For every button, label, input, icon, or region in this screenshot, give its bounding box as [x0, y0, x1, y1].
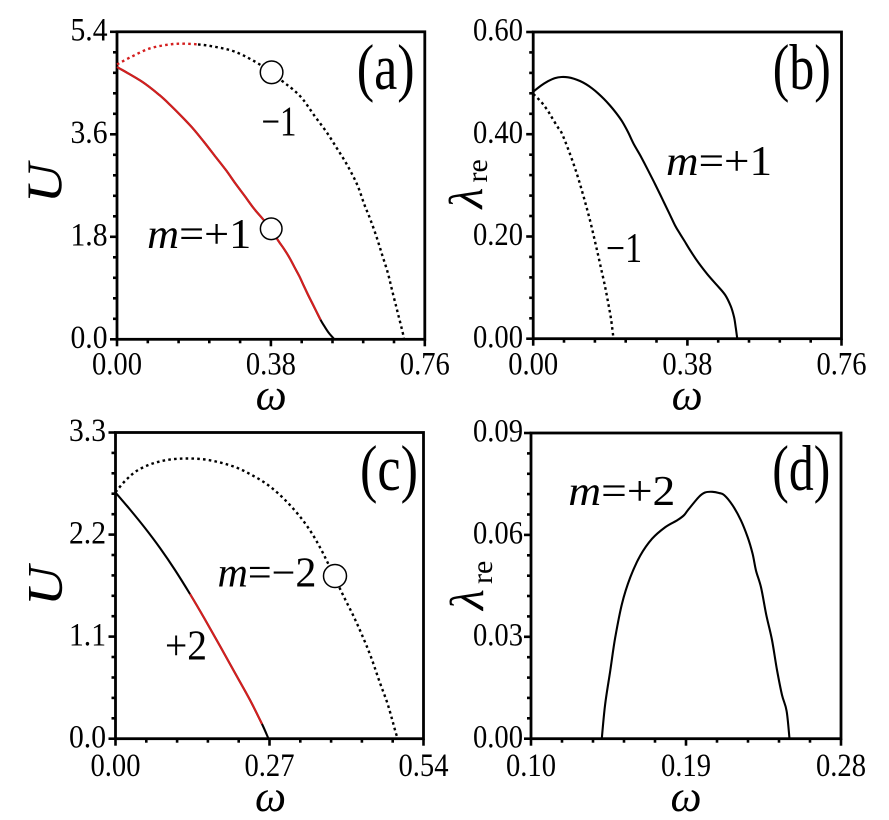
svg-text:0.60: 0.60: [473, 13, 523, 49]
svg-text:0.40: 0.40: [473, 115, 523, 151]
svg-text:m=−2: m=−2: [218, 551, 317, 597]
svg-text:re: re: [461, 159, 494, 182]
svg-text:−1: −1: [262, 100, 297, 146]
svg-text:(c): (c): [360, 433, 418, 505]
svg-text:m=+2: m=+2: [568, 469, 675, 515]
svg-text:1.8: 1.8: [71, 218, 108, 254]
svg-text:0.03: 0.03: [473, 618, 523, 654]
svg-text:0.76: 0.76: [817, 347, 867, 383]
svg-text:ω: ω: [672, 371, 703, 420]
svg-text:0.00: 0.00: [473, 319, 523, 355]
svg-text:0.76: 0.76: [400, 347, 450, 383]
svg-text:λ: λ: [441, 589, 494, 612]
svg-text:2.2: 2.2: [69, 515, 106, 551]
svg-text:(b): (b): [773, 32, 831, 104]
svg-text:ω: ω: [670, 772, 701, 820]
svg-text:0.0: 0.0: [69, 719, 106, 755]
svg-text:0.20: 0.20: [473, 217, 523, 253]
svg-text:0.00: 0.00: [508, 347, 558, 383]
svg-text:(d): (d): [772, 433, 830, 505]
svg-text:U: U: [16, 160, 72, 203]
svg-text:0.00: 0.00: [92, 347, 142, 383]
svg-text:U: U: [17, 563, 73, 606]
svg-text:3.6: 3.6: [71, 115, 108, 151]
svg-text:λ: λ: [440, 188, 493, 211]
svg-text:m=+1: m=+1: [666, 139, 772, 185]
svg-text:0.28: 0.28: [816, 748, 866, 784]
svg-text:−1: −1: [606, 226, 642, 272]
svg-text:re: re: [466, 561, 499, 584]
svg-text:m=+1: m=+1: [147, 212, 251, 258]
svg-text:0.27: 0.27: [245, 748, 295, 784]
svg-text:0.06: 0.06: [473, 516, 523, 552]
svg-text:0.0: 0.0: [71, 320, 108, 356]
svg-text:1.1: 1.1: [69, 617, 106, 653]
svg-text:0.00: 0.00: [473, 719, 523, 755]
svg-text:0.00: 0.00: [91, 748, 141, 784]
svg-text:0.38: 0.38: [246, 347, 296, 383]
svg-text:0.10: 0.10: [506, 748, 556, 784]
svg-text:0.38: 0.38: [662, 347, 712, 383]
svg-text:(a): (a): [357, 32, 415, 104]
svg-text:+2: +2: [165, 624, 207, 670]
svg-text:5.4: 5.4: [71, 13, 108, 49]
svg-text:0.19: 0.19: [661, 748, 711, 784]
svg-text:3.3: 3.3: [69, 413, 106, 449]
svg-text:0.09: 0.09: [473, 414, 523, 450]
svg-text:ω: ω: [256, 371, 287, 420]
svg-text:0.54: 0.54: [399, 748, 449, 784]
svg-text:ω: ω: [255, 772, 286, 820]
